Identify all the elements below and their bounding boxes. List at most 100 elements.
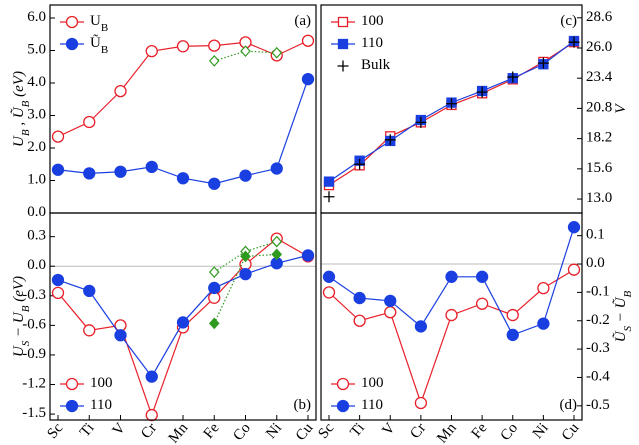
y-tick-label: -0.6: [22, 317, 46, 333]
legend-marker: [337, 16, 349, 28]
marker: [323, 176, 335, 187]
marker: [568, 36, 580, 48]
marker: [240, 45, 251, 58]
x-tick-label: Ni: [264, 420, 286, 442]
marker: [145, 160, 158, 174]
legend-marker: [337, 38, 349, 50]
marker: [208, 39, 221, 52]
marker: [506, 328, 519, 342]
series-line: [57, 40, 309, 138]
y-tick-label: 2.0: [27, 139, 46, 155]
legend-label: 110: [361, 35, 383, 51]
y-tick-label: 26.0: [586, 39, 612, 55]
panel-label: (b): [294, 397, 312, 413]
marker: [445, 308, 458, 322]
y-tick-label: 3.0: [27, 107, 46, 123]
x-tick-label: Ti: [77, 420, 97, 440]
marker: [51, 273, 65, 287]
y-tick-label: -0.3: [586, 341, 610, 357]
panel-label: (c): [560, 13, 577, 29]
marker: [239, 169, 252, 182]
x-tick-label: Cr: [408, 420, 430, 442]
panel-frame: [320, 212, 583, 421]
x-tick-label: Co: [498, 420, 522, 444]
marker: [83, 284, 96, 298]
marker: [239, 267, 252, 281]
x-tick-label: Co: [231, 420, 255, 444]
marker: [567, 221, 581, 234]
legend-label: 100: [361, 13, 384, 29]
y-tick-label: 0.0: [27, 258, 46, 274]
marker: [384, 306, 397, 319]
marker: [208, 177, 221, 190]
marker: [353, 291, 366, 305]
y-axis-label: V: [613, 103, 629, 114]
marker: [445, 270, 458, 283]
marker: [384, 294, 397, 308]
marker: [51, 130, 65, 143]
marker: [145, 408, 158, 422]
marker: [537, 57, 549, 69]
y-tick-label: -0.3: [22, 287, 46, 303]
marker: [301, 72, 315, 86]
marker: [476, 86, 488, 98]
legend-label: UB: [90, 13, 108, 33]
marker: [270, 162, 283, 175]
marker: [414, 320, 428, 333]
marker: [507, 71, 519, 83]
y-tick-label: 0.0: [27, 204, 46, 220]
marker: [51, 286, 65, 299]
legend-marker: [337, 60, 349, 72]
y-tick-label: 0.1: [586, 227, 605, 243]
legend-marker: [65, 399, 79, 413]
y-tick-label: -1.2: [22, 376, 46, 392]
y-tick-label: 28.6: [586, 9, 613, 25]
legend-label: 110: [361, 397, 383, 413]
marker: [537, 281, 550, 295]
marker: [145, 45, 158, 58]
legend-marker: [65, 377, 79, 391]
panel-label: (d): [560, 397, 578, 413]
y-tick-label: -1.5: [22, 406, 46, 422]
y-tick-label: 13.0: [586, 190, 612, 206]
panel-label: (a): [294, 13, 311, 29]
legend-label: ŨB: [90, 34, 108, 55]
y-tick-label: -0.4: [586, 369, 610, 385]
y-tick-label: -0.9: [22, 346, 46, 362]
marker: [114, 84, 127, 98]
series-line: [57, 254, 309, 378]
x-tick-label: Ni: [530, 420, 552, 442]
marker: [384, 134, 396, 146]
y-tick-label: -0.5: [586, 397, 610, 413]
series-line: [57, 78, 309, 185]
x-tick-label: Fe: [201, 420, 223, 442]
y-tick-label: -0.2: [586, 312, 610, 328]
marker: [353, 314, 366, 327]
marker: [415, 116, 427, 128]
x-tick-label: Cr: [139, 420, 161, 442]
marker: [301, 34, 315, 47]
marker: [537, 317, 550, 330]
x-tick-label: Cu: [559, 420, 583, 444]
marker: [301, 249, 315, 262]
y-axis-label: ŨS − ŨB: [612, 290, 633, 342]
marker: [51, 163, 65, 176]
y-tick-label: 18.2: [586, 130, 612, 146]
marker: [83, 167, 96, 180]
y-tick-label: 15.6: [586, 160, 613, 176]
x-tick-label: Ti: [348, 420, 368, 440]
marker: [506, 308, 519, 322]
marker: [176, 172, 190, 185]
y-tick-label: 23.4: [586, 70, 613, 86]
marker: [323, 191, 335, 203]
legend-marker: [336, 377, 350, 391]
x-tick-label: Sc: [316, 420, 338, 442]
y-tick-label: 4.0: [27, 74, 46, 90]
x-tick-label: Mn: [166, 420, 192, 445]
marker: [446, 98, 457, 110]
marker: [145, 370, 158, 383]
marker: [322, 286, 336, 299]
marker: [240, 250, 251, 263]
x-tick-label: V: [110, 420, 129, 439]
